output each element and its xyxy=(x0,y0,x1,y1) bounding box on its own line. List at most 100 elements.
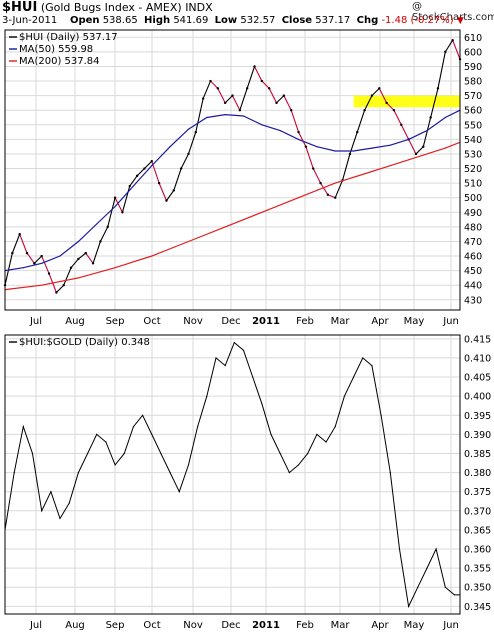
price-point xyxy=(91,262,95,265)
huigold-point xyxy=(68,502,70,504)
huigold-point xyxy=(380,414,382,416)
top-ytick-label: 480 xyxy=(464,222,482,233)
ma200-point xyxy=(41,284,43,286)
bottom-ytick-label: 0.375 xyxy=(464,487,491,498)
low-value: 532.57 xyxy=(240,15,276,26)
price-point xyxy=(422,145,425,148)
price-point xyxy=(378,87,381,90)
price-point xyxy=(451,39,454,42)
price-segment xyxy=(70,258,79,269)
huigold-point xyxy=(96,433,98,435)
price-point xyxy=(363,109,366,112)
exchange: INDX xyxy=(185,1,213,14)
huigold-point xyxy=(371,364,373,367)
price-point xyxy=(370,94,374,97)
price-segment xyxy=(180,153,189,169)
chart-header-title: $HUI (Gold Bugs Index - AMEX) INDX xyxy=(2,0,213,15)
price-point xyxy=(444,50,447,54)
price-segment xyxy=(78,252,87,260)
price-point xyxy=(385,101,388,105)
bottom-plot-bg xyxy=(5,335,460,614)
huigold-point xyxy=(453,594,456,596)
ma50-point xyxy=(114,205,116,208)
price-segment xyxy=(41,255,50,274)
price-point xyxy=(334,196,337,199)
chg-label: Chg xyxy=(356,15,379,26)
huigold-point xyxy=(389,471,391,474)
huigold-point xyxy=(142,414,144,416)
price-point xyxy=(11,251,14,255)
huigold-point xyxy=(307,452,309,455)
bottom-ytick-label: 0.400 xyxy=(464,392,491,403)
top-legend-label: MA(200) 537.84 xyxy=(19,56,100,67)
price-segment xyxy=(254,66,263,82)
high-value: 541.69 xyxy=(173,15,209,26)
huigold-point xyxy=(352,376,355,378)
bottom-xtick-label: Feb xyxy=(296,620,314,631)
ma200-point xyxy=(444,147,446,149)
ma50-line xyxy=(4,109,461,272)
price-point xyxy=(297,130,300,134)
price-segment xyxy=(452,40,461,60)
price-segment xyxy=(312,168,322,184)
price-segment xyxy=(187,131,197,155)
huigold-point xyxy=(288,471,290,474)
price-segment xyxy=(114,197,123,213)
ma50-point xyxy=(77,240,79,243)
price-segment xyxy=(334,179,344,198)
price-point xyxy=(253,65,256,68)
price-segment xyxy=(356,110,366,133)
index-name: (Gold Bugs Index - AMEX) xyxy=(40,1,182,14)
huigold-point xyxy=(408,605,410,607)
price-point xyxy=(275,101,278,105)
bottom-xtick-label: Dec xyxy=(221,620,240,631)
top-xtick-label: Jun xyxy=(442,316,459,327)
huigold-point xyxy=(114,464,116,466)
ma50-point xyxy=(297,138,300,140)
ma50-point xyxy=(389,144,391,146)
top-ytick-label: 530 xyxy=(464,149,482,160)
price-segment xyxy=(246,66,256,89)
price-point xyxy=(436,87,440,90)
price-segment xyxy=(232,95,241,111)
bottom-ytick-label: 0.410 xyxy=(464,353,491,364)
price-point xyxy=(201,97,205,100)
price-point xyxy=(18,232,21,236)
price-segment xyxy=(121,185,131,213)
top-xtick-label: Dec xyxy=(221,316,240,327)
bottom-ytick-label: 0.380 xyxy=(464,468,491,479)
price-point xyxy=(267,87,271,90)
ma50-point xyxy=(334,150,336,152)
price-segment xyxy=(415,146,424,155)
huigold-point xyxy=(160,452,162,455)
open-value: 538.65 xyxy=(102,15,138,26)
ma200-point xyxy=(261,211,263,213)
price-point xyxy=(113,196,117,199)
price-point xyxy=(55,291,58,294)
price-point xyxy=(312,167,315,170)
price-point xyxy=(150,160,153,163)
top-xtick-label: Sep xyxy=(106,316,125,327)
huigold-point xyxy=(252,376,254,378)
price-segment xyxy=(371,87,380,97)
price-point xyxy=(304,145,308,148)
huigold-point xyxy=(132,426,135,428)
bottom-xtick-label: Apr xyxy=(371,620,389,631)
price-point xyxy=(77,257,80,261)
ma50-point xyxy=(444,116,446,119)
price-segment xyxy=(99,226,109,242)
price-point xyxy=(62,284,65,287)
ma200-point xyxy=(334,182,336,184)
top-ytick-label: 550 xyxy=(464,120,482,131)
price-point xyxy=(238,109,242,112)
price-segment xyxy=(173,168,182,191)
top-ytick-label: 570 xyxy=(464,91,482,102)
ma50-point xyxy=(59,255,61,257)
price-point xyxy=(194,130,198,134)
top-ytick-label: 460 xyxy=(464,252,482,263)
price-segment xyxy=(129,175,138,187)
top-xtick-label: May xyxy=(404,316,425,327)
ma50-point xyxy=(242,115,245,117)
huigold-point xyxy=(426,567,428,569)
bottom-ytick-label: 0.390 xyxy=(464,430,491,441)
